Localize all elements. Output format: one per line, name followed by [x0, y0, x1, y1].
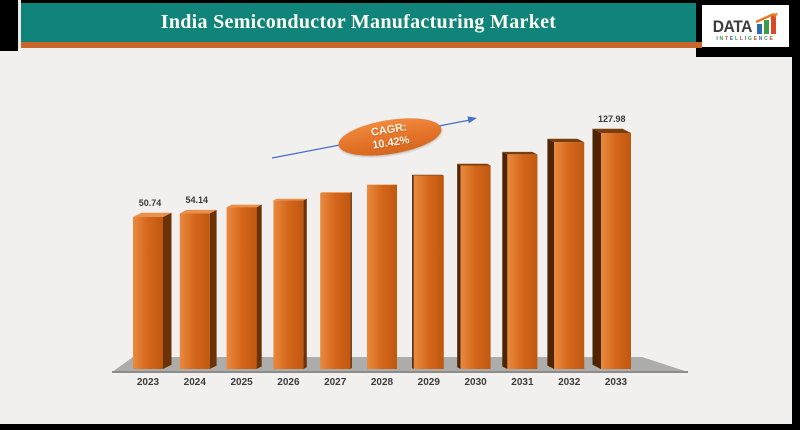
logo-subtext-letter: E — [753, 35, 759, 42]
frame-right-edge — [792, 0, 800, 430]
bar-top-2030 — [457, 163, 491, 166]
value-label-2024: 54.14 — [186, 195, 209, 205]
bar-side-2032 — [547, 138, 555, 369]
logo-subtext: INTELLIGENCE — [716, 35, 775, 42]
x-axis-label-2024: 2024 — [184, 377, 207, 388]
logo-wordmark: DATA — [712, 16, 753, 36]
chart-area: 50.74 2023 54.14 2024 2025 2026 2027 2028 2029 20… — [0, 48, 792, 424]
bar-side-2026 — [303, 198, 307, 369]
frame-left-separator — [18, 0, 21, 48]
x-axis-label-2023: 2023 — [137, 377, 160, 388]
header-bar: India Semiconductor Manufacturing Market — [21, 3, 696, 42]
bar-side-2023 — [163, 212, 172, 369]
bar-top-2023 — [133, 212, 172, 218]
bar-top-2025 — [226, 204, 262, 208]
bar-2032 — [554, 142, 585, 369]
logo-subtext-letter: N — [719, 35, 725, 42]
bar-side-2029 — [412, 174, 414, 369]
logo-bars-icon — [755, 12, 778, 34]
logo-subtext-letter: I — [716, 35, 720, 42]
x-axis-label-2027: 2027 — [324, 377, 347, 388]
bar-chart: 50.74 2023 54.14 2024 2025 2026 2027 2028 2029 20… — [112, 114, 688, 388]
bar-side-2033 — [592, 128, 601, 369]
bar-2029 — [413, 175, 444, 369]
bar-2023 — [133, 217, 163, 369]
logo-subtext-letter: E — [729, 35, 735, 42]
frame-top-edge — [0, 0, 800, 3]
bar-top-2032 — [547, 138, 585, 143]
logo-subtext-letter: L — [734, 35, 740, 42]
frame-left-edge — [0, 0, 18, 51]
bar-top-2029 — [412, 174, 444, 176]
value-label-2033: 127.98 — [598, 114, 626, 124]
bar-2026 — [273, 200, 304, 369]
value-label-2023: 50.74 — [139, 198, 162, 208]
x-axis-label-2026: 2026 — [277, 377, 300, 388]
bar-top-2031 — [502, 151, 538, 155]
bar-top-2026 — [273, 198, 307, 201]
bar-2030 — [460, 165, 491, 369]
bar-2028 — [367, 184, 397, 369]
x-axis-label-2033: 2033 — [605, 377, 628, 388]
bar-top-2024 — [179, 209, 217, 214]
x-axis-label-2032: 2032 — [558, 377, 581, 388]
logo-subtext-letter: N — [758, 35, 765, 42]
bar-side-2031 — [502, 151, 508, 369]
page-title: India Semiconductor Manufacturing Market — [160, 11, 557, 33]
bar-side-2024 — [209, 209, 217, 369]
bar-2033 — [601, 133, 631, 369]
brand-logo: DATA INTELLIGENCE — [702, 5, 789, 47]
bar-side-2025 — [256, 204, 262, 369]
bar-2024 — [179, 213, 210, 369]
x-axis-label-2030: 2030 — [464, 377, 487, 388]
logo-subtext-letter: I — [744, 35, 748, 42]
trend-arrow-head — [467, 116, 477, 124]
x-axis-label-2028: 2028 — [371, 377, 394, 388]
logo-subtext-letter: C — [764, 35, 770, 42]
logo-subtext-letter: L — [739, 35, 745, 42]
bar-2031 — [507, 154, 538, 369]
bar-top-2033 — [592, 128, 631, 134]
logo-row: DATA — [711, 12, 780, 36]
header-accent-stripe — [21, 42, 702, 48]
x-axis-label-2029: 2029 — [418, 377, 441, 388]
x-axis-label-2031: 2031 — [511, 377, 534, 388]
logo-subtext-letter: G — [747, 35, 754, 42]
frame-bottom-edge — [0, 424, 800, 430]
x-axis-label-2025: 2025 — [230, 377, 253, 388]
logo-subtext-letter: E — [769, 35, 775, 42]
bar-2027 — [320, 192, 351, 369]
bar-top-2027 — [320, 192, 352, 193]
bar-side-2027 — [350, 192, 352, 369]
bar-2025 — [226, 207, 257, 369]
bar-side-2030 — [457, 163, 461, 369]
logo-subtext-letter: T — [724, 35, 730, 42]
